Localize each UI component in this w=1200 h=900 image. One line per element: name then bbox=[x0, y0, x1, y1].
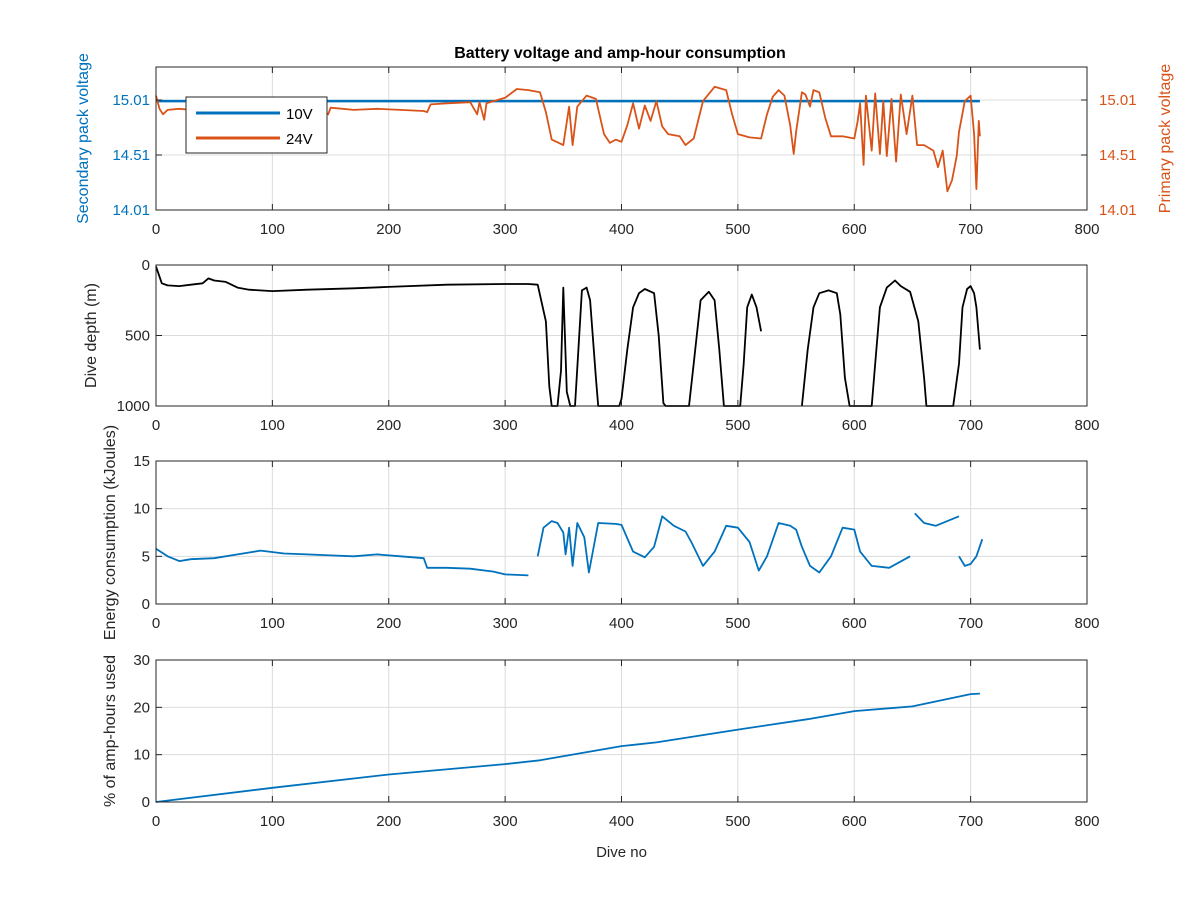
panel-2-x-tick-label: 400 bbox=[609, 417, 634, 434]
subplots: 0 100 200 300 400 500 600 700 80014.0114.5115.01… bbox=[75, 53, 1174, 861]
panel-2-x-tick-label: 100 bbox=[260, 417, 285, 434]
panel-4-x-tick-label: 200 bbox=[376, 813, 401, 830]
panel-3-series-line bbox=[958, 538, 984, 567]
panel-4-x-tick-label: 300 bbox=[493, 813, 518, 830]
panel-1-x-tick-label: 100 bbox=[260, 221, 285, 238]
panel-3-series-line bbox=[914, 512, 960, 527]
panel-3-y-tick-label: 10 bbox=[133, 501, 150, 518]
panel-3-y-tick-label: 15 bbox=[133, 453, 150, 470]
panel-1-x-tick-label: 300 bbox=[493, 221, 518, 238]
panel-2-x-tick-label: 600 bbox=[842, 417, 867, 434]
panel-3-y-tick-label: 0 bbox=[142, 596, 150, 613]
panel-1-x-tick-label: 200 bbox=[376, 221, 401, 238]
panel-4-series-line bbox=[155, 692, 980, 803]
panel-4-x-tick-label: 700 bbox=[958, 813, 983, 830]
panel-4-x-tick-label: 500 bbox=[725, 813, 750, 830]
panel-2-series-line bbox=[801, 279, 981, 407]
panel-2-x-tick-label: 0 bbox=[152, 417, 160, 434]
panel-1-y-right-tick-label: 15.01 bbox=[1099, 92, 1137, 109]
panel-4-x-axis-label: Dive no bbox=[596, 844, 647, 861]
panel-3-x-tick-label: 400 bbox=[609, 615, 634, 632]
panel-4-y-tick-label: 0 bbox=[142, 794, 150, 811]
panel-3-series-line bbox=[155, 547, 529, 577]
panel-2-series-line bbox=[155, 266, 762, 407]
panel-2-y-tick-label: 500 bbox=[125, 328, 150, 345]
panel-3-x-tick-label: 700 bbox=[958, 615, 983, 632]
legend-label-10v: 10V bbox=[286, 106, 313, 123]
panel-2-x-tick-label: 200 bbox=[376, 417, 401, 434]
panel-4-x-tick-label: 0 bbox=[152, 813, 160, 830]
panel-3-x-tick-label: 200 bbox=[376, 615, 401, 632]
panel-4-y-tick-label: 30 bbox=[133, 652, 150, 669]
panel-3-y-axis-label: Energy consumption (kJoules) bbox=[102, 425, 119, 640]
chart-title: Battery voltage and amp-hour consumption bbox=[454, 45, 786, 62]
panel-2-y-tick-label: 1000 bbox=[117, 398, 150, 415]
panel-1-series-line-24v bbox=[155, 85, 981, 193]
panel-2-x-tick-label: 800 bbox=[1074, 417, 1099, 434]
panel-3-x-tick-label: 300 bbox=[493, 615, 518, 632]
panel-3-series-line bbox=[536, 515, 911, 574]
panel-1-x-tick-label: 500 bbox=[725, 221, 750, 238]
panel-3-x-tick-label: 100 bbox=[260, 615, 285, 632]
panel-3-x-tick-label: 800 bbox=[1074, 615, 1099, 632]
panel-2-x-tick-label: 300 bbox=[493, 417, 518, 434]
panel-4-y-tick-label: 10 bbox=[133, 747, 150, 764]
panel-1-y-right-tick-label: 14.51 bbox=[1099, 147, 1137, 164]
panel-3-x-tick-label: 500 bbox=[725, 615, 750, 632]
panel-1-y-right-axis-label: Primary pack voltage bbox=[1157, 64, 1174, 213]
panel-1-y-tick-label: 14.51 bbox=[112, 147, 150, 164]
panel-1-x-tick-label: 0 bbox=[152, 221, 160, 238]
panel-4-y-tick-label: 20 bbox=[133, 699, 150, 716]
panel-2-y-axis-label: Dive depth (m) bbox=[83, 283, 100, 388]
panel-2-y-tick-label: 0 bbox=[142, 257, 150, 274]
panel-4-x-tick-label: 800 bbox=[1074, 813, 1099, 830]
panel-3-y-tick-label: 5 bbox=[142, 548, 150, 565]
panel-4-y-axis-label: % of amp-hours used bbox=[102, 655, 119, 807]
panel-4-x-tick-label: 400 bbox=[609, 813, 634, 830]
panel-1-x-tick-label: 600 bbox=[842, 221, 867, 238]
legend-box bbox=[185, 96, 328, 154]
panel-2-x-tick-label: 700 bbox=[958, 417, 983, 434]
panel-3-x-tick-label: 0 bbox=[152, 615, 160, 632]
panel-4-x-tick-label: 100 bbox=[260, 813, 285, 830]
legend-label-24v: 24V bbox=[286, 131, 313, 148]
panel-1-x-tick-label: 800 bbox=[1074, 221, 1099, 238]
panel-2-x-tick-label: 500 bbox=[725, 417, 750, 434]
panel-3-x-tick-label: 600 bbox=[842, 615, 867, 632]
panel-1-y-tick-label: 14.01 bbox=[112, 202, 150, 219]
panel-1-y-axis-label: Secondary pack voltage bbox=[75, 53, 92, 224]
panel-1-x-tick-label: 400 bbox=[609, 221, 634, 238]
panel-1-y-tick-label: 15.01 bbox=[112, 92, 150, 109]
panel-4-x-tick-label: 600 bbox=[842, 813, 867, 830]
panel-1-x-tick-label: 700 bbox=[958, 221, 983, 238]
panel-1-y-right-tick-label: 14.01 bbox=[1099, 202, 1137, 219]
